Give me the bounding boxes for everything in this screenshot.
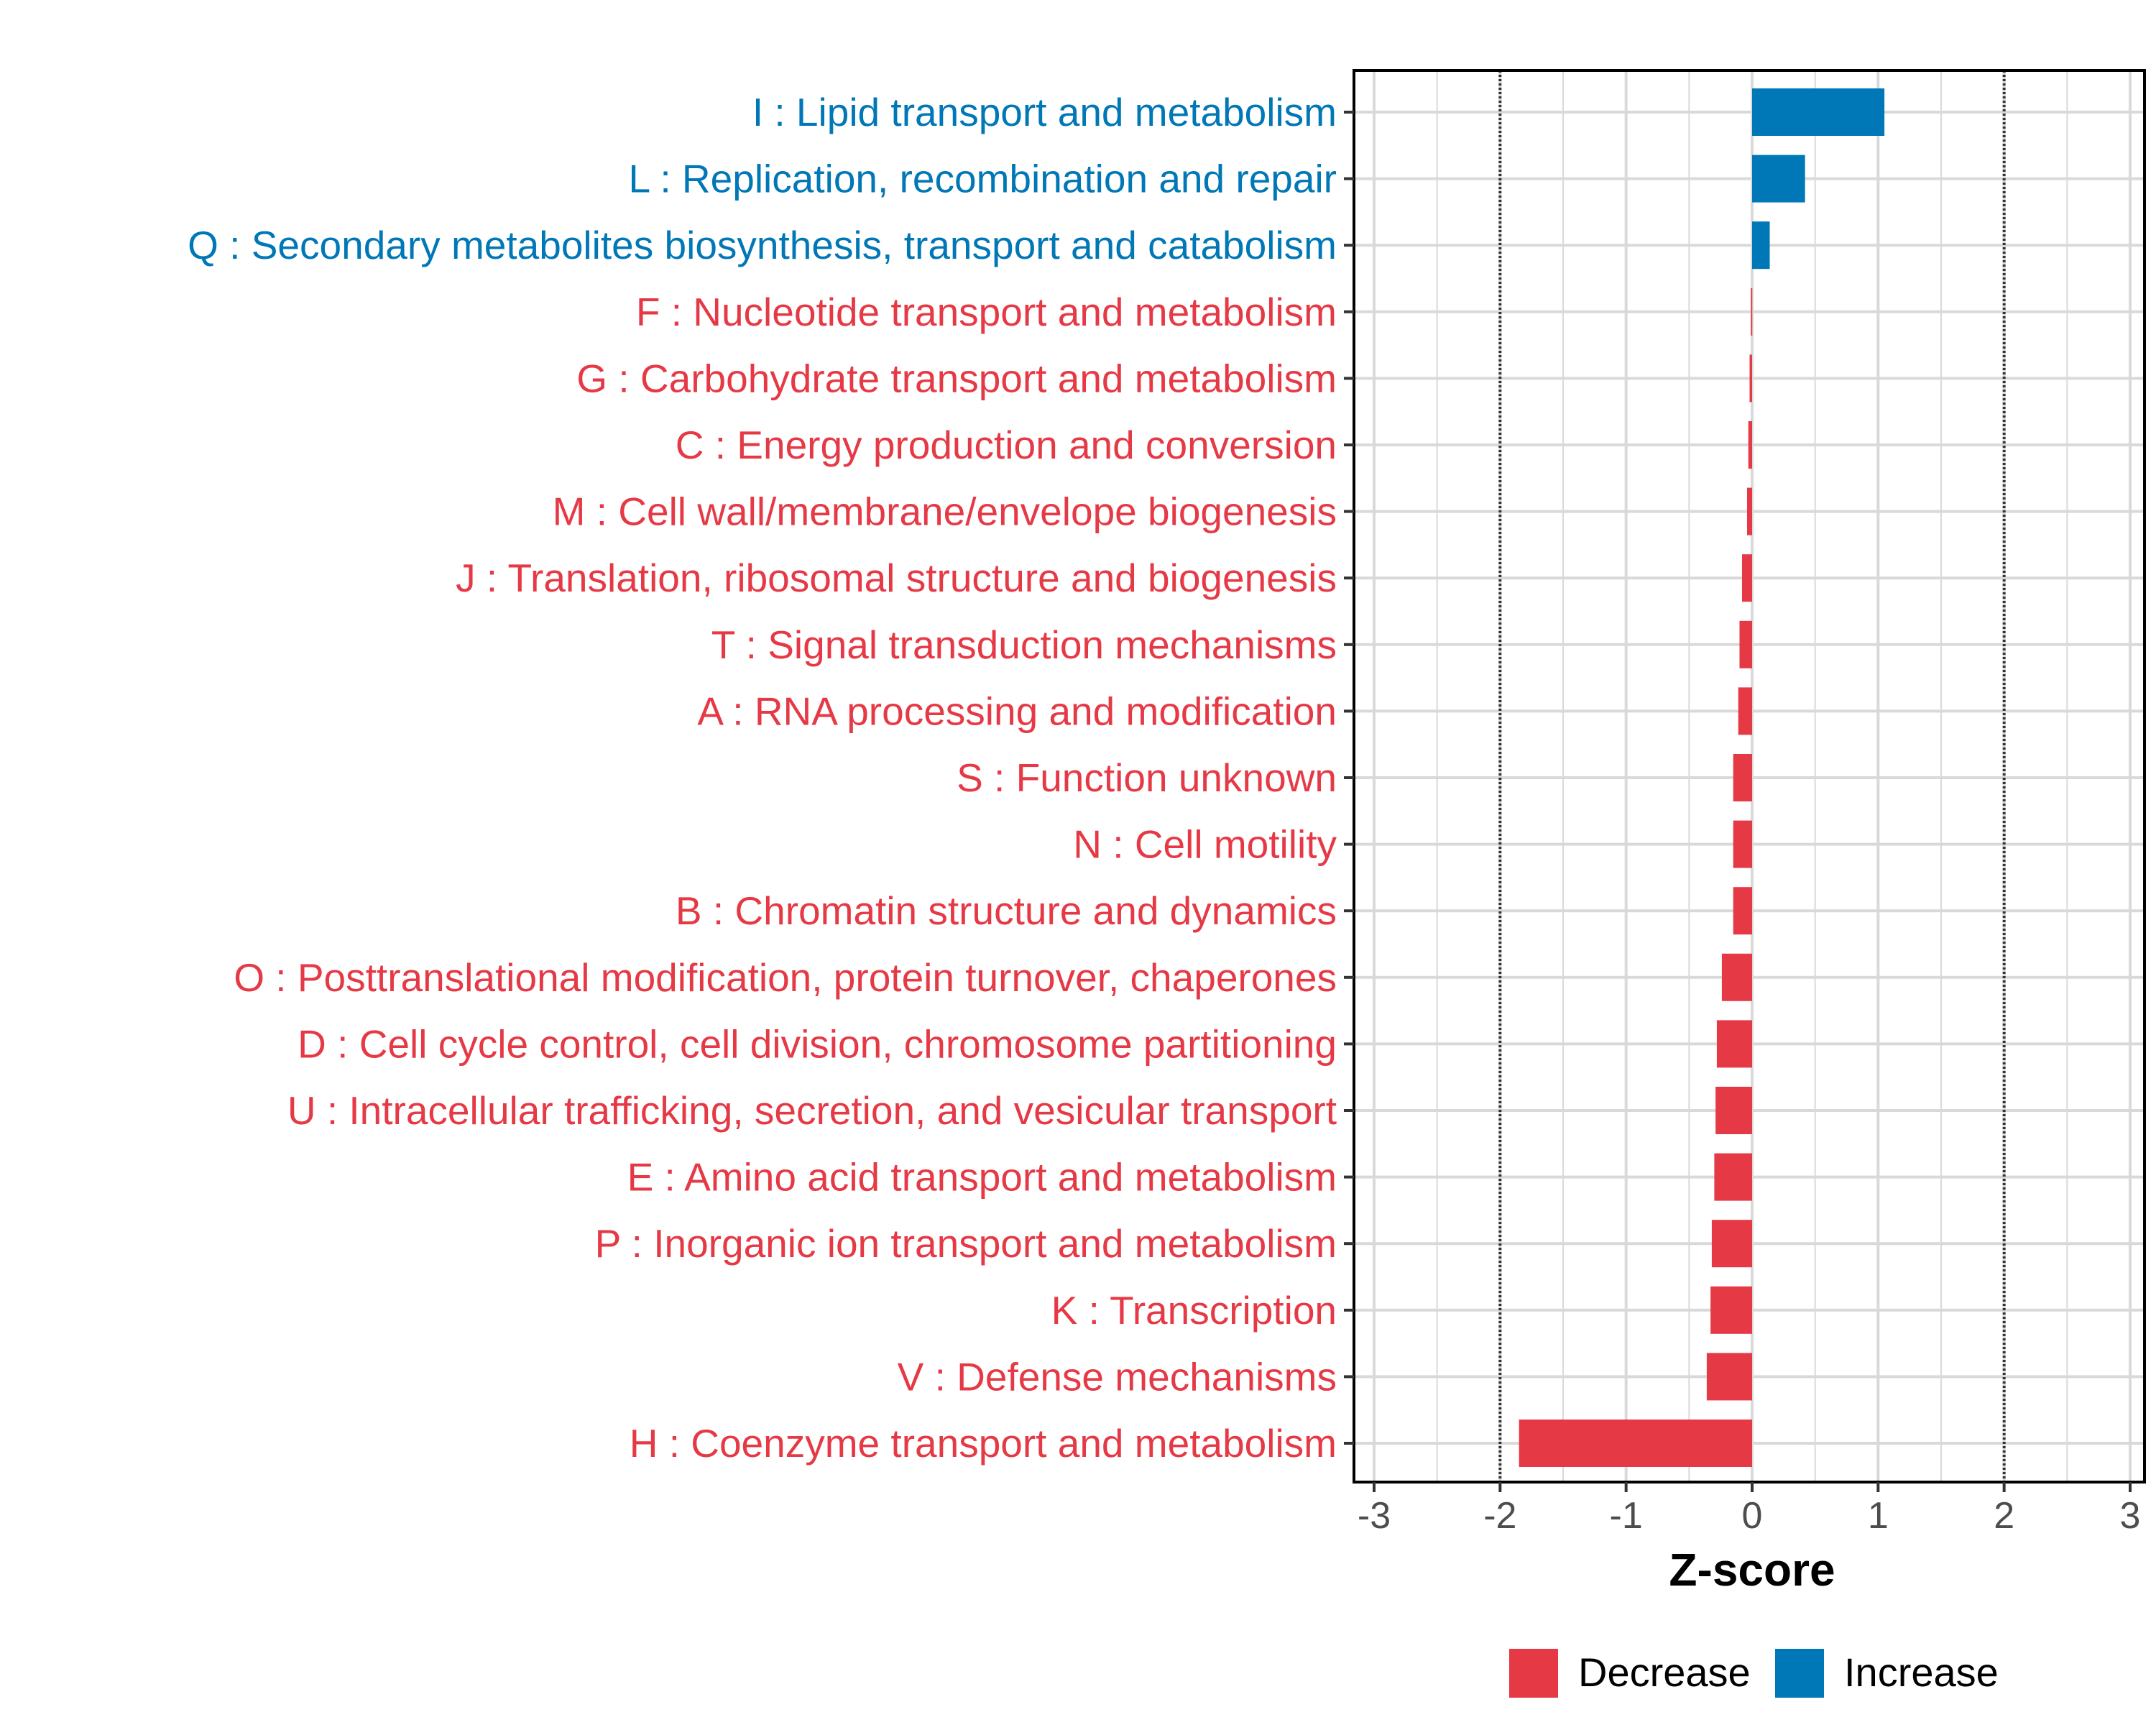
bar xyxy=(1733,754,1752,801)
x-axis-title: Z-score xyxy=(1669,1544,1835,1596)
legend-label-decrease: Decrease xyxy=(1578,1650,1751,1695)
bar xyxy=(1706,1353,1752,1401)
bar xyxy=(1748,421,1752,469)
category-label: T : Signal transduction mechanisms xyxy=(711,622,1337,667)
category-label: C : Energy production and conversion xyxy=(676,423,1337,467)
bar xyxy=(1519,1420,1752,1467)
category-label: N : Cell motility xyxy=(1073,822,1337,867)
category-label: L : Replication, recombination and repai… xyxy=(629,157,1337,201)
legend-swatch-decrease xyxy=(1509,1649,1558,1698)
legend-swatch-increase xyxy=(1775,1649,1824,1698)
category-label: S : Function unknown xyxy=(957,755,1337,800)
bar xyxy=(1741,554,1752,602)
x-tick-label: -1 xyxy=(1610,1495,1643,1537)
bar xyxy=(1738,687,1752,735)
x-tick-label: 0 xyxy=(1742,1495,1763,1537)
category-label: I : Lipid transport and metabolism xyxy=(752,90,1337,134)
category-label: E : Amino acid transport and metabolism xyxy=(627,1155,1337,1200)
bar xyxy=(1716,1020,1752,1068)
category-label: F : Nucleotide transport and metabolism xyxy=(636,290,1337,334)
legend-label-increase: Increase xyxy=(1844,1650,1999,1695)
category-label: D : Cell cycle control, cell division, c… xyxy=(298,1021,1337,1066)
bar xyxy=(1739,620,1752,668)
category-label: A : RNA processing and modification xyxy=(697,689,1337,733)
category-label: B : Chromatin structure and dynamics xyxy=(676,888,1337,933)
bar xyxy=(1752,221,1770,270)
bars xyxy=(1519,88,1885,1467)
legend: Decrease Increase xyxy=(1509,1649,1999,1698)
bar xyxy=(1752,155,1805,203)
x-tick-labels: -3 -2 -1 0 1 2 3 xyxy=(1358,1495,2141,1537)
bar xyxy=(1733,820,1752,868)
bar xyxy=(1749,354,1752,402)
category-label: P : Inorganic ion transport and metaboli… xyxy=(595,1221,1337,1266)
category-label: Q : Secondary metabolites biosynthesis, … xyxy=(188,223,1337,267)
category-label: J : Translation, ribosomal structure and… xyxy=(456,556,1337,600)
category-label: V : Defense mechanisms xyxy=(898,1354,1337,1399)
category-label: G : Carbohydrate transport and metabolis… xyxy=(576,356,1337,400)
category-label: U : Intracellular trafficking, secretion… xyxy=(287,1088,1337,1133)
category-label: K : Transcription xyxy=(1051,1288,1337,1333)
bar xyxy=(1721,953,1752,1001)
y-axis-ticks xyxy=(1344,111,1354,1445)
x-axis-ticks xyxy=(1373,1482,2132,1492)
bar xyxy=(1710,1286,1752,1334)
bar xyxy=(1752,88,1885,136)
x-tick-label: 3 xyxy=(2120,1495,2141,1537)
category-label: H : Coenzyme transport and metabolism xyxy=(630,1421,1337,1466)
x-tick-label: -2 xyxy=(1483,1495,1516,1537)
x-tick-label: -3 xyxy=(1358,1495,1391,1537)
bar xyxy=(1733,887,1752,935)
bar xyxy=(1751,288,1753,336)
bar xyxy=(1714,1153,1752,1201)
category-labels: I : Lipid transport and metabolism L : Re… xyxy=(188,90,1337,1466)
bar xyxy=(1715,1087,1752,1134)
bar xyxy=(1746,487,1752,535)
category-label: O : Posttranslational modification, prot… xyxy=(234,955,1337,1000)
x-tick-label: 1 xyxy=(1868,1495,1889,1537)
category-label: M : Cell wall/membrane/envelope biogenes… xyxy=(553,489,1337,534)
x-tick-label: 2 xyxy=(1994,1495,2014,1537)
bar xyxy=(1711,1220,1752,1268)
